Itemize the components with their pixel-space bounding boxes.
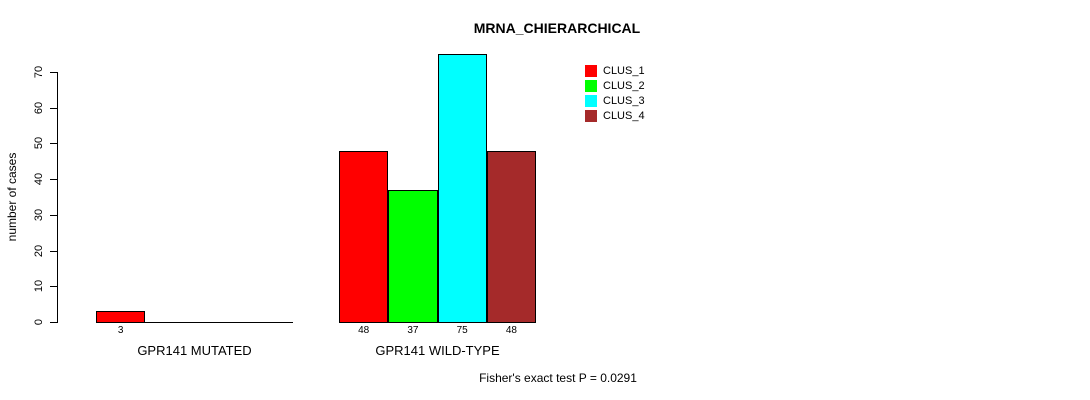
legend-row-clus_1: CLUS_1 xyxy=(585,63,645,78)
y-tick-label: 0 xyxy=(33,318,45,326)
y-tick xyxy=(50,322,57,323)
bar-value-label: 75 xyxy=(456,325,468,336)
chart-title: MRNA_CHIERARCHICAL xyxy=(473,20,641,36)
bar-value-label: 48 xyxy=(358,325,370,336)
y-tick xyxy=(50,286,57,288)
x-group-label: GPR141 WILD-TYPE xyxy=(375,343,500,358)
y-tick xyxy=(50,250,57,252)
legend: CLUS_1 CLUS_2 CLUS_3 CLUS_4 xyxy=(585,63,645,123)
y-axis-label: number of cases xyxy=(5,152,19,242)
y-tick-label: 20 xyxy=(33,244,45,257)
y-tick-label: 10 xyxy=(33,280,45,293)
y-tick xyxy=(50,72,57,73)
y-tick xyxy=(50,107,57,109)
legend-swatch-clus_4 xyxy=(585,109,597,122)
y-tick-label: 30 xyxy=(33,208,45,221)
y-tick-label: 50 xyxy=(33,137,45,150)
legend-row-clus_2: CLUS_2 xyxy=(585,78,645,93)
bar-value-label: 37 xyxy=(407,325,419,336)
legend-row-clus_3: CLUS_3 xyxy=(585,93,645,108)
legend-label: CLUS_4 xyxy=(603,109,645,122)
legend-row-clus_4: CLUS_4 xyxy=(585,108,645,123)
bar-clus_1-group1 xyxy=(96,311,146,323)
zero-baseline xyxy=(96,322,293,323)
legend-label: CLUS_1 xyxy=(603,64,645,77)
legend-label: CLUS_3 xyxy=(603,94,645,107)
legend-swatch-clus_3 xyxy=(585,94,597,107)
y-axis-line xyxy=(57,72,58,323)
y-tick-label: 60 xyxy=(33,101,45,114)
legend-swatch-clus_2 xyxy=(585,79,597,92)
y-tick xyxy=(50,214,57,216)
legend-swatch-clus_1 xyxy=(585,64,597,77)
y-tick-label: 40 xyxy=(33,173,45,186)
legend-label: CLUS_2 xyxy=(603,79,645,92)
bar-clus_2-group2 xyxy=(388,189,438,323)
x-group-label: GPR141 MUTATED xyxy=(137,343,252,358)
bar-clus_4-group2 xyxy=(486,150,536,323)
annotation-text: Fisher's exact test P = 0.0291 xyxy=(479,371,637,385)
bar-value-label: 48 xyxy=(505,325,517,336)
y-tick-label: 70 xyxy=(33,65,45,79)
bar-clus_1-group2 xyxy=(339,150,389,323)
bar-value-label: 3 xyxy=(117,325,124,336)
y-tick xyxy=(50,143,57,145)
y-tick xyxy=(50,179,57,181)
bar-clus_3-group2 xyxy=(437,54,487,323)
